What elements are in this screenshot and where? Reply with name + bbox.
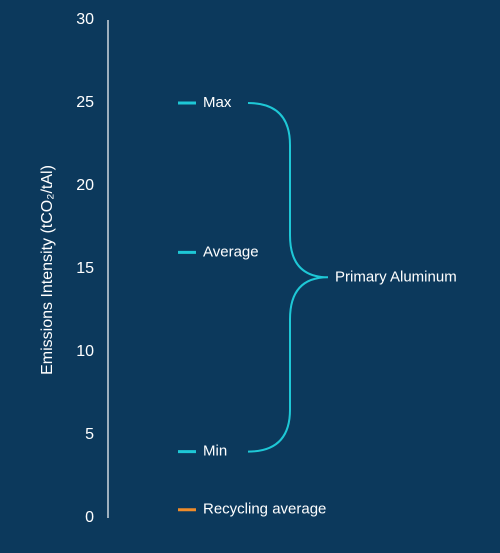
y-tick-label: 5 [85, 426, 94, 443]
marker-label: Recycling average [203, 501, 326, 518]
y-tick-label: 15 [76, 260, 94, 277]
marker-label: Average [203, 243, 259, 260]
marker-label: Min [203, 443, 227, 460]
y-tick-label: 30 [76, 11, 94, 28]
brace-label: Primary Aluminum [335, 268, 457, 285]
y-tick-label: 10 [76, 343, 94, 360]
y-axis-label: Emissions Intensity (tCO₂/tAl) [39, 165, 56, 375]
marker-label: Max [203, 94, 232, 111]
y-tick-label: 20 [76, 177, 94, 194]
y-tick-label: 25 [76, 94, 94, 111]
brace [247, 102, 329, 453]
y-tick-label: 0 [85, 509, 94, 526]
